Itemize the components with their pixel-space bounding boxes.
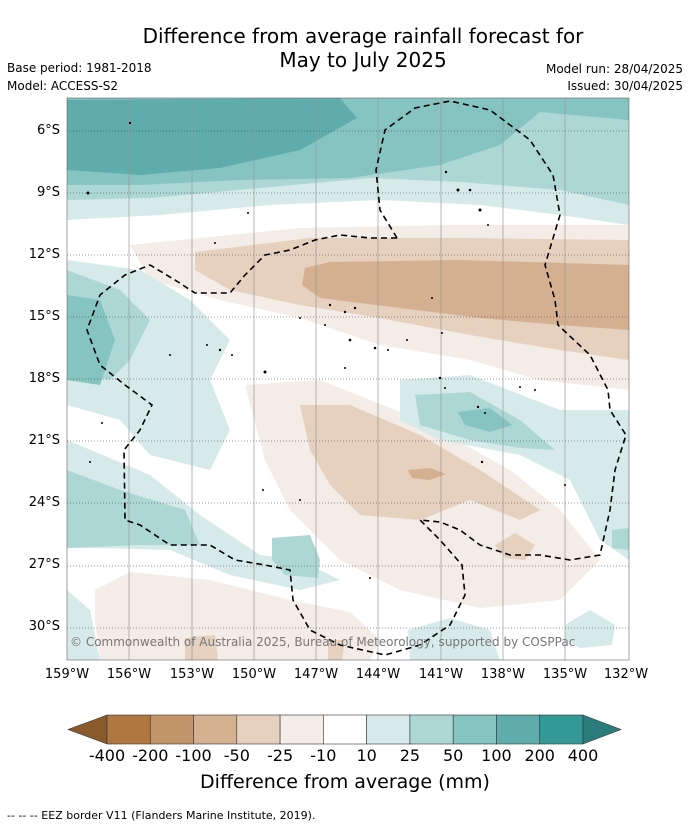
colorbar-segment: [323, 714, 367, 745]
wet-region-east-3: [458, 408, 512, 432]
colorbar-arrow-low: [67, 714, 108, 745]
lon-label: 153°W: [169, 667, 215, 682]
lat-label: 30°S: [28, 619, 60, 634]
colorbar-segment: [366, 714, 411, 745]
lon-label: 147°W: [293, 667, 339, 682]
lat-label: 9°S: [36, 185, 60, 200]
lon-label: 138°W: [480, 667, 526, 682]
colorbar-tick-label: 100: [481, 746, 512, 765]
lat-label: 27°S: [28, 557, 60, 572]
meridians: [128, 98, 566, 660]
model-label: Model: ACCESS-S2: [7, 79, 119, 93]
colorbar-tick-label: -10: [310, 746, 337, 765]
wet-region-bottom-left: [67, 590, 100, 660]
wet-region-southwest-2: [67, 470, 200, 548]
dry-region-south-3: [408, 468, 446, 480]
issued-label: Issued: 30/04/2025: [567, 79, 683, 93]
colorbar-tick-label: -50: [223, 746, 250, 765]
model-run-label: Model run: 28/04/2025: [545, 62, 683, 76]
lon-label: 159°W: [44, 667, 90, 682]
colorbar-arrow-high: [582, 714, 622, 745]
colorbar-tick-label: 10: [356, 746, 377, 765]
map-title-line2: May to July 2025: [279, 48, 447, 72]
wet-region-southwest-3: [272, 535, 320, 578]
eez-border: [86, 100, 627, 656]
dry-region-south-4: [495, 533, 535, 560]
colorbar-tick-label: 25: [399, 746, 421, 765]
copyright-notice: © Commonwealth of Australia 2025, Bureau…: [70, 635, 576, 649]
lat-label: 24°S: [28, 495, 60, 510]
lon-label: 156°W: [106, 667, 152, 682]
colorbar-segment: [193, 714, 238, 745]
map-frame: [66, 97, 630, 661]
wet-region-bottom-right-2: [565, 610, 615, 648]
dry-region-southwest: [95, 572, 380, 660]
colorbar-tick-label: -400: [88, 746, 126, 765]
map-fill-layer: [67, 98, 629, 660]
colorbar-segment: [496, 714, 541, 745]
wet-region-bottom-right: [408, 618, 500, 660]
dry-region-southwest-2: [185, 635, 218, 660]
lat-label: 21°S: [28, 433, 60, 448]
wet-region-east-4: [612, 528, 629, 550]
colorbar-segment: [539, 714, 584, 745]
islands: [86, 121, 566, 579]
colorbar-segment: [236, 714, 281, 745]
lon-label: 135°W: [542, 667, 588, 682]
colorbar-segment: [409, 714, 454, 745]
eez-legend: -- -- -- EEZ border V11 (Flanders Marine…: [7, 809, 316, 822]
colorbar-segment: [279, 714, 324, 745]
map-title-line1: Difference from average rainfall forecas…: [142, 24, 584, 48]
colorbar-segment: [452, 714, 497, 745]
colorbar-segment: [149, 714, 194, 745]
dry-region-central-3: [302, 260, 629, 330]
colorbar-tick-label: -200: [132, 746, 169, 765]
dry-region-south-2: [300, 405, 540, 520]
colorbar-tick-label: -25: [267, 746, 294, 765]
lat-label: 12°S: [28, 247, 60, 262]
wet-region-southwest: [67, 440, 340, 590]
colorbar-tick-label: 50: [442, 746, 464, 765]
colorbar: [67, 714, 622, 745]
lon-label: 132°W: [603, 667, 649, 682]
lat-label: 15°S: [28, 309, 60, 324]
colorbar-tick-label: -100: [175, 746, 212, 765]
lat-label: 18°S: [28, 371, 60, 386]
gridlines: [67, 130, 629, 629]
colorbar-tick-label: 400: [567, 746, 599, 765]
colorbar-segment: [106, 714, 151, 745]
base-period-label: Base period: 1981-2018: [7, 61, 152, 75]
wet-region-north-4: [67, 98, 357, 175]
lon-label: 144°W: [355, 667, 401, 682]
colorbar-title: Difference from average (mm): [200, 771, 490, 793]
colorbar-tick-label: 200: [524, 746, 555, 765]
lon-label: 150°W: [231, 667, 277, 682]
lon-label: 141°W: [418, 667, 464, 682]
lat-label: 6°S: [36, 123, 60, 138]
